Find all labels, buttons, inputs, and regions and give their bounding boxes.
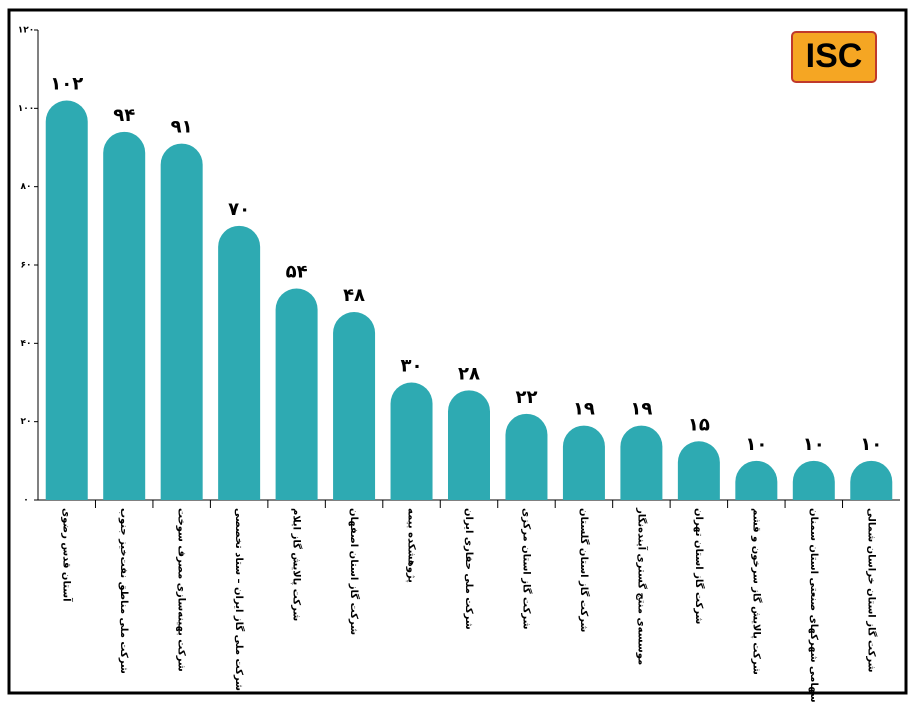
- logo: ISC: [791, 31, 877, 83]
- logo-text: ISC: [806, 37, 863, 75]
- value-label: ۹۱: [171, 117, 193, 138]
- value-label: ۷۰: [228, 199, 250, 220]
- value-label: ۱۵: [688, 414, 710, 435]
- bar: [333, 312, 376, 500]
- value-label: ۱۰۲: [50, 74, 83, 95]
- value-label: ۱۰: [860, 434, 882, 455]
- x-tick-label: شرکت ملی گاز ایران – ستاد تخصصی: [233, 508, 246, 691]
- bar: [160, 143, 203, 501]
- x-tick-label: پژوهشکده بیمه: [406, 508, 417, 583]
- x-tick-label: شرکت پالایش گاز ایلام: [291, 508, 304, 621]
- bar: [218, 225, 261, 501]
- bar: [792, 460, 835, 500]
- y-tick-label: ۶۰: [21, 261, 32, 271]
- x-tick-label: شرکت گاز استان خراسان شمالی: [865, 508, 878, 673]
- y-tick-label: ۱۰۰: [18, 104, 34, 114]
- bar: [735, 460, 778, 500]
- y-tick-label: ۱۲۰: [18, 26, 34, 36]
- y-tick-label: ۴۰: [21, 339, 32, 349]
- x-tick-label: شرکت گاز استان تهران: [693, 508, 706, 625]
- value-label: ۴۸: [343, 285, 365, 306]
- value-label: ۱۰: [803, 434, 825, 455]
- bar: [677, 441, 720, 500]
- value-label: ۲۸: [458, 363, 480, 384]
- bar: [562, 425, 605, 500]
- x-tick-label: شرکت گاز استان اصفهان: [348, 508, 361, 635]
- x-tick-label: شرکت گاز استان مرکزی: [520, 508, 533, 630]
- value-label: ۳۰: [401, 356, 423, 377]
- x-tick-label: شرکت ملی حفاری ایران: [463, 508, 474, 630]
- x-tick-label: شرکت پالایش گاز سرخون و قشم: [750, 508, 763, 675]
- frame: [7, 8, 908, 695]
- bar: [390, 382, 433, 500]
- value-label: ۹۴: [113, 105, 135, 126]
- bar: [275, 288, 318, 500]
- x-tick-label: شرکت سهامی شهرکهای صنعتی استان سمنان: [808, 508, 819, 705]
- value-label: ۲۲: [515, 387, 537, 408]
- bar: [103, 131, 146, 501]
- bar: [505, 413, 548, 500]
- value-label: ۱۹: [630, 399, 652, 420]
- bar: [45, 100, 88, 501]
- y-tick-label: ۸۰: [21, 182, 32, 192]
- logo-box: [791, 31, 877, 83]
- x-tick-label: شرکت ملی مناطق نفت‌خیز جنوب: [118, 508, 129, 674]
- x-tick-label: شرکت گاز استان گلستان: [578, 508, 591, 632]
- value-label: ۱۹: [573, 399, 595, 420]
- value-label: ۵۴: [286, 262, 308, 283]
- x-tick-label: شرکت بهینه‌سازی مصرف سوخت: [176, 508, 187, 672]
- y-tick-label: ۲۰: [21, 417, 32, 427]
- bar: [448, 390, 490, 500]
- bar: [850, 460, 893, 500]
- y-tick-label: ۰: [23, 496, 29, 506]
- x-tick-label: آستان قدس رضوی: [61, 508, 74, 602]
- value-label: ۱۰: [745, 434, 767, 455]
- x-tick-label: موسسه‌ی منتج گستری آینده‌نگار: [635, 507, 648, 665]
- bar: [620, 425, 663, 500]
